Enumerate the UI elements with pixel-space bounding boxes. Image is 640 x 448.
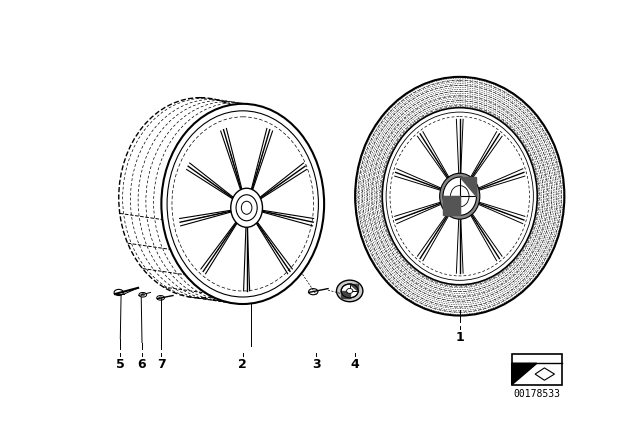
Ellipse shape: [382, 108, 537, 285]
Ellipse shape: [347, 289, 353, 293]
Bar: [511, 354, 562, 385]
Polygon shape: [349, 284, 358, 291]
Ellipse shape: [231, 188, 262, 227]
Text: 4: 4: [351, 358, 360, 371]
Polygon shape: [511, 363, 537, 385]
Text: 00178533: 00178533: [513, 389, 561, 399]
Text: 2: 2: [238, 358, 247, 371]
Ellipse shape: [337, 280, 363, 302]
Text: 1: 1: [456, 331, 464, 344]
Ellipse shape: [341, 284, 358, 298]
Ellipse shape: [443, 177, 477, 215]
Text: 3: 3: [312, 358, 321, 371]
Ellipse shape: [161, 104, 324, 304]
Text: 7: 7: [157, 358, 166, 371]
Text: 6: 6: [138, 358, 147, 371]
Ellipse shape: [440, 173, 480, 219]
Polygon shape: [443, 196, 460, 215]
Ellipse shape: [355, 77, 564, 315]
Polygon shape: [341, 291, 349, 298]
Text: 5: 5: [116, 358, 125, 371]
Polygon shape: [460, 177, 477, 196]
